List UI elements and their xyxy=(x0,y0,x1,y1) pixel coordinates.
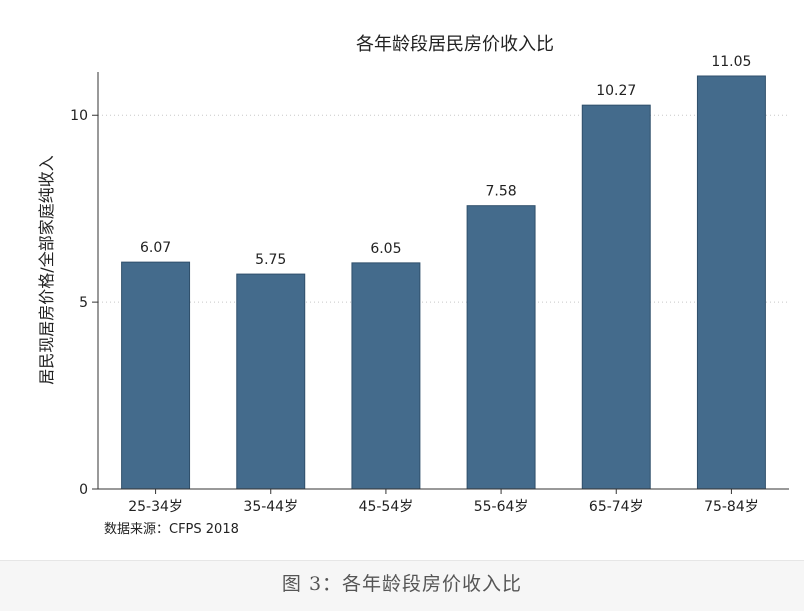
bar xyxy=(466,205,536,490)
y-axis-label: 居民现居房价格/全部家庭纯收入 xyxy=(37,155,56,384)
x-tick-label: 35-44岁 xyxy=(243,499,298,515)
source-note: 数据来源：CFPS 2018 xyxy=(104,522,239,537)
data-label: 5.75 xyxy=(255,252,286,268)
bar-chart: 各年龄段居民房价收入比 居民现居房价格/全部家庭纯收入 0 5 10 6.07 25-3… xyxy=(37,34,789,537)
caption-bar xyxy=(0,560,804,611)
bar xyxy=(696,75,766,490)
x-tick-label: 65-74岁 xyxy=(589,499,644,515)
axes xyxy=(92,72,789,494)
y-tick-label: 0 xyxy=(79,482,88,498)
gridlines xyxy=(98,114,789,303)
data-label: 6.05 xyxy=(370,241,401,257)
bar xyxy=(121,261,191,490)
data-label: 7.58 xyxy=(485,184,516,200)
chart-title: 各年龄段居民房价收入比 xyxy=(356,34,554,55)
x-tick-label: 45-54岁 xyxy=(359,499,414,515)
x-tick-label: 25-34岁 xyxy=(128,499,183,515)
data-label: 11.05 xyxy=(711,54,751,70)
data-label: 6.07 xyxy=(140,240,171,256)
x-tick-label: 55-64岁 xyxy=(474,499,529,515)
labels: 0 5 10 6.07 25-34岁 5.75 35-44岁 6.05 45-54岁 7.58 55… xyxy=(70,54,759,515)
y-tick-label: 10 xyxy=(70,108,88,124)
x-tick-label: 75-84岁 xyxy=(704,499,759,515)
y-tick-label: 5 xyxy=(79,295,88,311)
bar xyxy=(236,273,306,490)
bar xyxy=(351,262,421,490)
bar xyxy=(581,104,651,490)
bars xyxy=(121,75,766,490)
data-label: 10.27 xyxy=(596,83,636,99)
figure-caption: 图 3：各年龄段房价收入比 xyxy=(281,573,523,595)
